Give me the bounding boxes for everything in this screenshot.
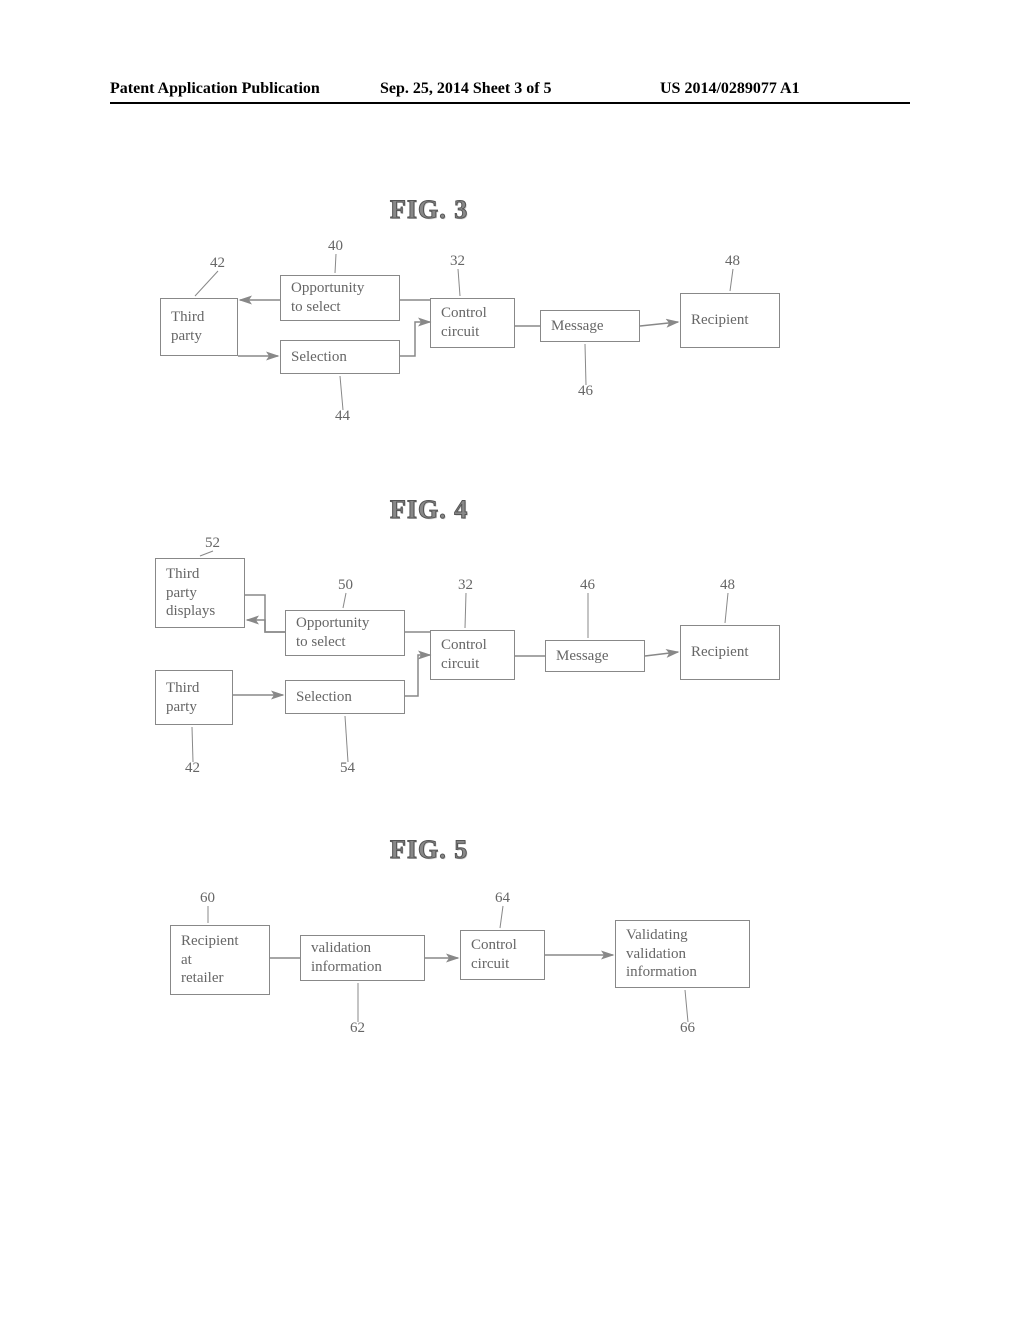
fig3-title: FIG. 3 — [390, 195, 468, 225]
fig5-r60-ref: 60 — [200, 890, 215, 907]
fig3-control-box: Controlcircuit — [430, 298, 515, 348]
fig3-r42-ref: 42 — [210, 255, 225, 272]
fig4-recipient-box: Recipient — [680, 625, 780, 680]
fig3-third_party-box: Thirdparty — [160, 298, 238, 356]
header-left: Patent Application Publication — [110, 80, 320, 98]
fig3-r44-ref: 44 — [335, 408, 350, 425]
fig4-message-box: Message — [545, 640, 645, 672]
fig5-validating-box: Validatingvalidationinformation — [615, 920, 750, 988]
fig5-validation-box: validationinformation — [300, 935, 425, 981]
header-right: US 2014/0289077 A1 — [660, 80, 800, 98]
fig4-r48-ref: 48 — [720, 577, 735, 594]
fig4-r46-ref: 46 — [580, 577, 595, 594]
fig3-recipient-box: Recipient — [680, 293, 780, 348]
fig5-control-box: Controlcircuit — [460, 930, 545, 980]
fig3-r48-ref: 48 — [725, 253, 740, 270]
fig4-opportunity-box: Opportunityto select — [285, 610, 405, 656]
fig3-message-box: Message — [540, 310, 640, 342]
fig4-third_displays-box: Thirdpartydisplays — [155, 558, 245, 628]
fig5-title: FIG. 5 — [390, 835, 468, 865]
fig4-title: FIG. 4 — [390, 495, 468, 525]
fig4-r32-ref: 32 — [458, 577, 473, 594]
fig3-selection-box: Selection — [280, 340, 400, 374]
page: Patent Application Publication Sep. 25, … — [0, 0, 1024, 1320]
header-rule — [110, 102, 910, 104]
header-center: Sep. 25, 2014 Sheet 3 of 5 — [380, 80, 552, 98]
fig4-control-box: Controlcircuit — [430, 630, 515, 680]
fig4-r42-ref: 42 — [185, 760, 200, 777]
fig3-r32-ref: 32 — [450, 253, 465, 270]
fig3-r46-ref: 46 — [578, 383, 593, 400]
fig3-opportunity-box: Opportunityto select — [280, 275, 400, 321]
fig5-r66-ref: 66 — [680, 1020, 695, 1037]
fig5-r62-ref: 62 — [350, 1020, 365, 1037]
fig4-r52-ref: 52 — [205, 535, 220, 552]
fig5-r64-ref: 64 — [495, 890, 510, 907]
fig4-r54-ref: 54 — [340, 760, 355, 777]
fig4-selection-box: Selection — [285, 680, 405, 714]
fig4-r50-ref: 50 — [338, 577, 353, 594]
fig5-recipient_ret-box: Recipientatretailer — [170, 925, 270, 995]
fig4-third_party-box: Thirdparty — [155, 670, 233, 725]
fig3-r40-ref: 40 — [328, 238, 343, 255]
